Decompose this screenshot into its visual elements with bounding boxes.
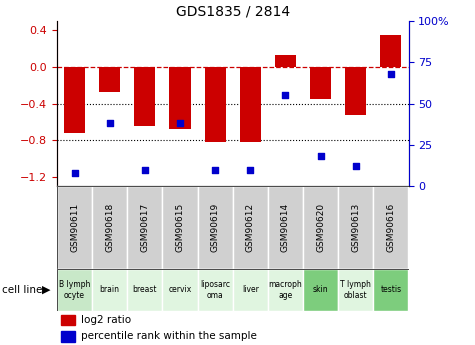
Bar [373,269,408,310]
Bar [64,67,85,133]
Bar [303,186,338,269]
Bar [162,186,198,269]
Text: GSM90618: GSM90618 [105,203,114,252]
Bar [198,186,233,269]
Text: macroph
age: macroph age [268,280,303,299]
Text: cell line: cell line [2,285,43,295]
Text: liver: liver [242,285,259,294]
Bar [233,269,268,310]
Bar [303,269,338,310]
Text: GSM90620: GSM90620 [316,203,325,252]
Bar [99,67,120,92]
Bar [92,186,127,269]
Bar [268,186,303,269]
Text: testis: testis [380,285,401,294]
Point [282,92,289,98]
Text: GSM90617: GSM90617 [141,203,149,252]
Point [71,170,78,176]
Text: liposarc
oma: liposarc oma [200,280,230,299]
Bar [240,67,261,142]
Text: cervix: cervix [169,285,191,294]
Text: GSM90613: GSM90613 [352,203,360,252]
Text: GSM90616: GSM90616 [387,203,395,252]
Point [247,167,254,172]
Text: GSM90614: GSM90614 [281,203,290,252]
Text: B lymph
ocyte: B lymph ocyte [59,280,90,299]
Bar [57,186,92,269]
Text: GSM90619: GSM90619 [211,203,219,252]
Bar [338,269,373,310]
Bar [380,34,401,67]
Bar [373,186,408,269]
Bar [310,67,331,99]
Bar [57,269,92,310]
Bar [170,67,190,129]
Bar [162,269,198,310]
Bar [61,331,75,342]
Bar [61,315,75,325]
Text: breast: breast [133,285,157,294]
Bar [198,269,233,310]
Bar [205,67,226,142]
Bar [338,186,373,269]
Text: GSM90611: GSM90611 [70,203,79,252]
Bar [275,55,296,67]
Bar [134,67,155,126]
Bar [127,186,162,269]
Point [211,167,219,172]
Text: GSM90612: GSM90612 [246,203,255,252]
Bar [268,269,303,310]
Text: skin: skin [313,285,328,294]
Text: brain: brain [100,285,120,294]
Point [387,71,395,77]
Point [352,164,360,169]
Bar [345,67,366,115]
Point [141,167,149,172]
Point [106,121,114,126]
Bar [92,269,127,310]
Text: T lymph
oblast: T lymph oblast [340,280,371,299]
Bar [233,186,268,269]
Title: GDS1835 / 2814: GDS1835 / 2814 [176,4,290,18]
Text: percentile rank within the sample: percentile rank within the sample [81,332,257,341]
Text: log2 ratio: log2 ratio [81,315,132,325]
Point [176,121,184,126]
Text: GSM90615: GSM90615 [176,203,184,252]
Text: ▶: ▶ [42,285,50,295]
Bar [127,269,162,310]
Point [317,154,324,159]
